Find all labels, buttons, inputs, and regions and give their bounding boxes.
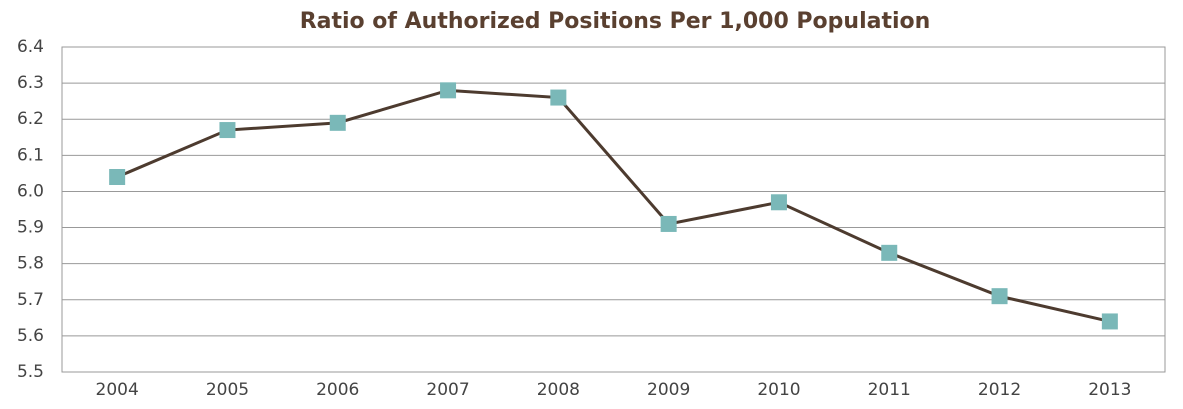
x-tick-label: 2006 <box>316 380 359 400</box>
y-tick-label: 6.0 <box>17 181 44 201</box>
line <box>116 88 1111 323</box>
marker <box>550 89 567 106</box>
y-tick-label: 6.3 <box>17 73 44 93</box>
marker <box>109 169 126 185</box>
y-tick-label: 5.6 <box>17 326 44 346</box>
x-tick-label: 2011 <box>868 380 911 400</box>
y-tick-label: 6.1 <box>17 145 44 165</box>
marker <box>881 244 898 261</box>
x-tick-label: 2009 <box>647 380 690 400</box>
marker <box>219 122 236 139</box>
marker <box>1101 313 1118 330</box>
plot-border <box>61 46 1166 373</box>
x-tick-label: 2004 <box>96 380 139 400</box>
y-tick-label: 5.5 <box>17 362 44 382</box>
marker <box>770 194 787 211</box>
y-tick-label: 5.7 <box>17 290 44 310</box>
y-tick-label: 5.9 <box>17 218 44 238</box>
y-tick-label: 6.4 <box>17 37 44 57</box>
x-tick-label: 2007 <box>426 380 469 400</box>
chart-title: Ratio of Authorized Positions Per 1,000 … <box>300 9 931 34</box>
y-tick-label: 6.2 <box>17 109 44 129</box>
marker <box>440 82 457 99</box>
marker <box>329 114 346 131</box>
x-tick-label: 2012 <box>978 380 1021 400</box>
y-tick-label: 5.8 <box>17 254 44 274</box>
x-tick-label: 2005 <box>206 380 249 400</box>
marker <box>991 288 1008 305</box>
x-tick-label: 2008 <box>537 380 580 400</box>
x-tick-label: 2013 <box>1088 380 1131 400</box>
marker <box>660 215 677 232</box>
x-tick-label: 2010 <box>757 380 800 400</box>
